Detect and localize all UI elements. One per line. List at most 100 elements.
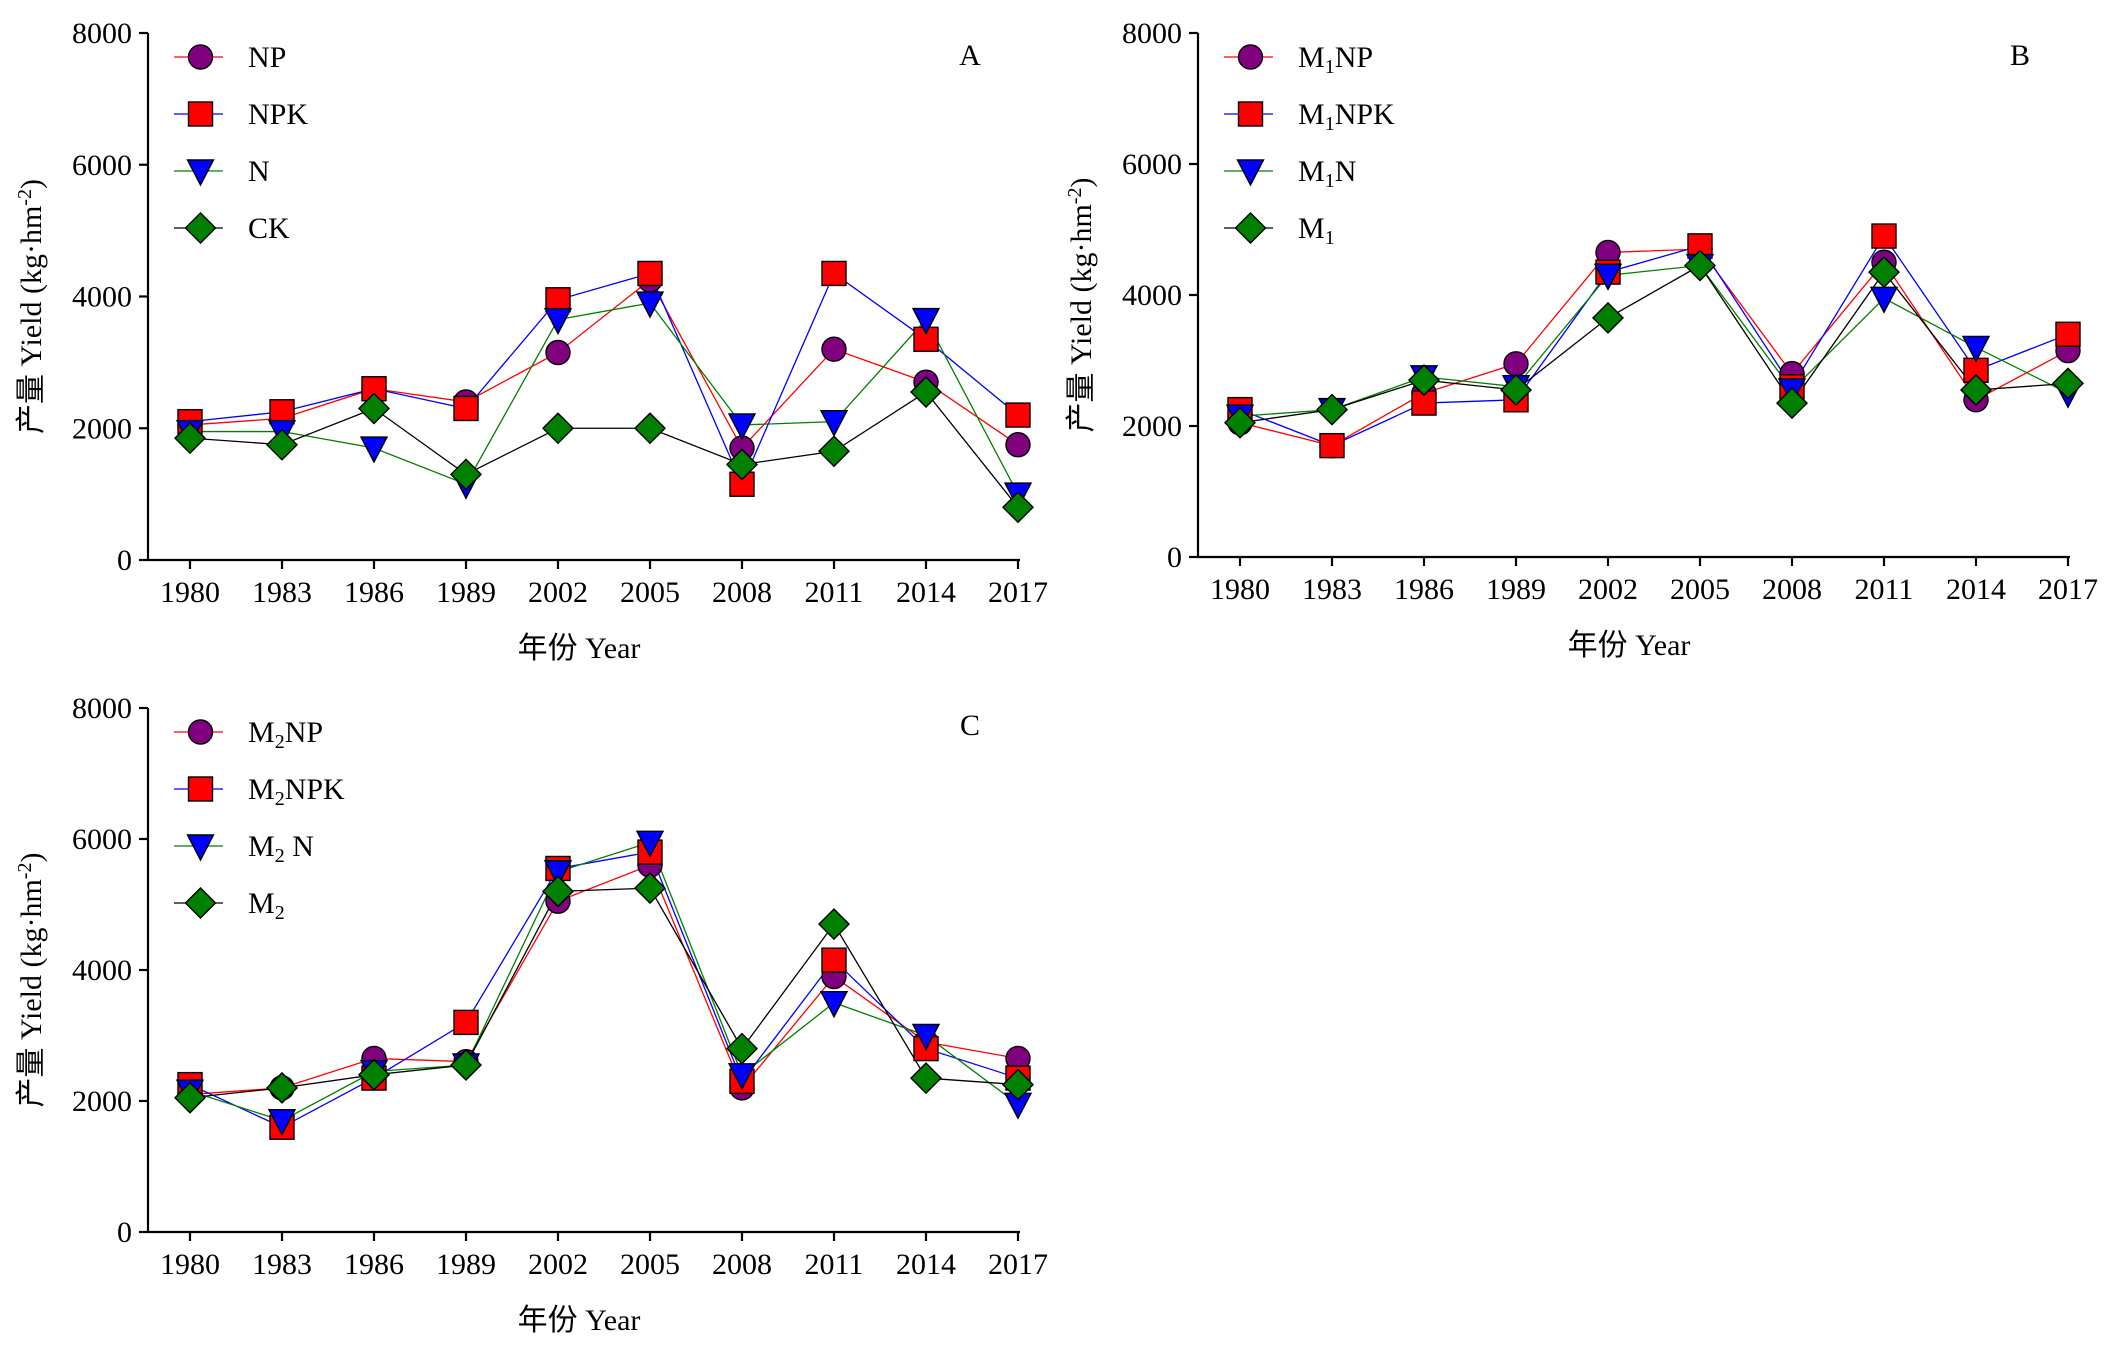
series-line-2	[190, 302, 1019, 495]
x-tick-label: 2005	[1670, 573, 1730, 606]
data-point	[1868, 256, 1900, 289]
data-point	[821, 260, 847, 287]
data-point	[1408, 364, 1440, 397]
data-point	[545, 339, 571, 366]
y-tick-label: 4000	[1122, 279, 1182, 312]
legend: NP NPK N CK	[174, 41, 308, 245]
x-tick-label: 1986	[344, 1248, 404, 1281]
series-line-1	[1239, 234, 2069, 447]
series-markers-2	[1225, 253, 2083, 432]
y-axis-title: 产量 Yield (kg·hm-2)	[14, 179, 48, 434]
data-point	[450, 458, 482, 491]
y-tick-label: 4000	[72, 281, 132, 314]
legend-marker	[1236, 159, 1265, 187]
legend-entry: CK	[248, 212, 290, 245]
x-tick-label: 1983	[1302, 573, 1362, 606]
x-tick-label: 2014	[1946, 573, 2006, 606]
data-point	[1869, 286, 1899, 314]
x-tick-label: 2008	[712, 576, 772, 609]
data-point	[1500, 373, 1532, 406]
y-tick-label: 8000	[72, 692, 132, 725]
data-point	[634, 872, 666, 905]
legend-entry: M1N	[1298, 155, 1356, 192]
x-tick-label: 2011	[1855, 573, 1914, 606]
x-tick-label: 1980	[160, 576, 220, 609]
y-axis-title: 产量 Yield (kg·hm-2)	[1064, 178, 1098, 433]
data-point	[358, 392, 390, 425]
y-tick-label: 6000	[1122, 148, 1182, 181]
data-point	[1960, 373, 1992, 406]
data-point	[818, 908, 850, 941]
legend-entry: M2NPK	[248, 773, 345, 810]
x-axis-title: 年份 Year	[518, 632, 641, 665]
data-point	[543, 307, 573, 336]
y-tick-label: 6000	[72, 149, 132, 182]
x-tick-label: 2008	[1762, 573, 1822, 606]
legend-entry: NPK	[248, 98, 308, 131]
legend-entry: M1NP	[1298, 41, 1373, 78]
legend-marker	[184, 887, 217, 919]
series-line-3	[189, 887, 1019, 1099]
y-tick-label: 0	[1167, 541, 1182, 574]
series-line-2	[189, 841, 1019, 1122]
x-tick-label: 2005	[620, 1248, 680, 1281]
series-line-3	[189, 391, 1019, 508]
data-point	[267, 1108, 297, 1137]
series-markers-0	[177, 267, 1031, 461]
series-line-0	[189, 279, 1019, 450]
y-tick-label: 2000	[72, 412, 132, 445]
series-line-1	[189, 851, 1019, 1128]
y-tick-label: 2000	[1122, 410, 1182, 443]
legend-marker	[187, 719, 214, 745]
x-tick-label: 2017	[2038, 573, 2098, 606]
legend-entry: M1NPK	[1298, 98, 1395, 135]
data-point	[1316, 393, 1348, 426]
data-point	[453, 1009, 479, 1036]
legend-entry: M2 N	[248, 830, 314, 867]
data-point	[1002, 1068, 1034, 1101]
y-axis-title: 产量 Yield (kg·hm-2)	[14, 853, 48, 1108]
x-tick-label: 2008	[712, 1248, 772, 1281]
chart-panel-c: 0 2000 4000 6000 8000 1980 1983 1986 1989 2002 200…	[14, 692, 1048, 1337]
y-tick-label: 6000	[72, 823, 132, 856]
x-tick-label: 1983	[252, 576, 312, 609]
x-tick-label: 2002	[1578, 573, 1638, 606]
data-point	[1005, 432, 1031, 458]
x-tick-label: 1989	[436, 576, 496, 609]
x-tick-label: 2005	[620, 576, 680, 609]
series-markers-0	[177, 852, 1031, 1108]
data-point	[1503, 351, 1529, 377]
data-point	[450, 1048, 482, 1081]
panel-label: C	[960, 709, 980, 742]
series-line-0	[189, 864, 1019, 1096]
x-tick-label: 2017	[988, 576, 1048, 609]
series-markers-1	[177, 839, 1031, 1140]
data-point	[359, 436, 389, 464]
data-point	[635, 291, 665, 319]
data-point	[1871, 223, 1897, 249]
legend-marker	[187, 776, 214, 802]
legend: M2NP M2NPK M2 N M2	[174, 716, 345, 924]
x-tick-label: 1986	[1394, 573, 1454, 606]
legend-entry: M1	[1298, 212, 1335, 249]
data-point	[910, 376, 942, 409]
x-tick-label: 1980	[1210, 573, 1270, 606]
data-point	[1592, 301, 1624, 334]
series-line-1	[189, 272, 1019, 486]
x-tick-label: 1989	[436, 1248, 496, 1281]
data-point	[634, 412, 666, 445]
y-tick-label: 0	[117, 544, 132, 577]
x-tick-label: 2011	[805, 576, 864, 609]
data-point	[543, 860, 573, 888]
series-line-3	[1239, 264, 2069, 424]
series-line-2	[1239, 264, 2069, 417]
data-point	[542, 412, 574, 445]
legend-marker	[1237, 101, 1264, 127]
x-axis-title: 年份 Year	[1568, 629, 1691, 662]
x-tick-label: 2002	[528, 1248, 588, 1281]
x-tick-label: 1986	[344, 576, 404, 609]
data-point	[1411, 390, 1437, 416]
data-point	[819, 409, 849, 438]
data-point	[453, 395, 479, 422]
